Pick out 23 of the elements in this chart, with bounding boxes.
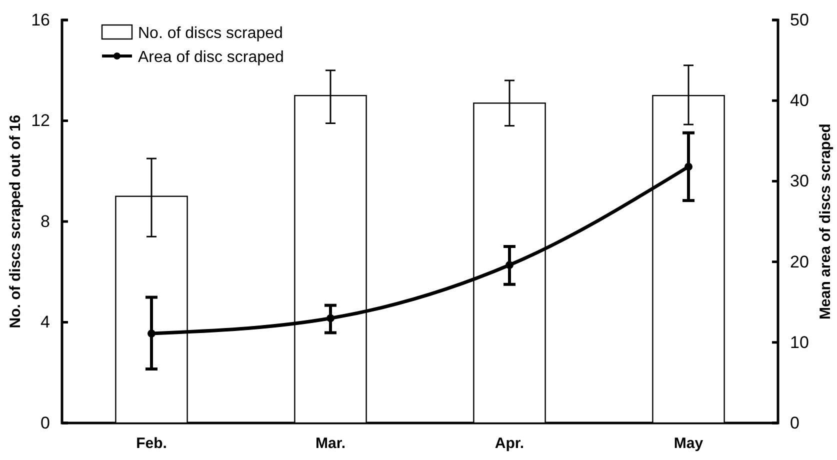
y2-tick-label: 10	[790, 332, 809, 352]
y2-tick-label: 50	[790, 10, 809, 30]
legend-label: Area of disc scraped	[138, 49, 284, 66]
y-axis-title: No. of discs scraped out of 16	[7, 114, 24, 328]
y2-tick-label: 30	[790, 172, 809, 191]
point	[148, 330, 156, 338]
y-tick-label: 0	[40, 413, 50, 432]
legend-label: No. of discs scraped	[138, 25, 283, 42]
y-tick-label: 12	[31, 111, 50, 130]
y2-tick-label: 40	[790, 91, 809, 110]
y-tick-label: 16	[31, 10, 50, 30]
y2-tick-label: 0	[790, 413, 800, 432]
x-tick-label: May	[674, 435, 704, 452]
y2-axis-title: Mean area of discs scraped	[817, 124, 834, 320]
x-tick-label: Mar.	[315, 435, 346, 452]
point	[326, 314, 334, 322]
x-tick-label: Apr.	[494, 435, 524, 452]
x-tick-label: Feb.	[136, 435, 167, 452]
y-tick-label: 4	[40, 312, 50, 332]
point	[506, 261, 514, 270]
y2-tick-label: 20	[790, 252, 809, 272]
y-tick-label: 8	[40, 212, 50, 231]
point	[684, 162, 692, 171]
